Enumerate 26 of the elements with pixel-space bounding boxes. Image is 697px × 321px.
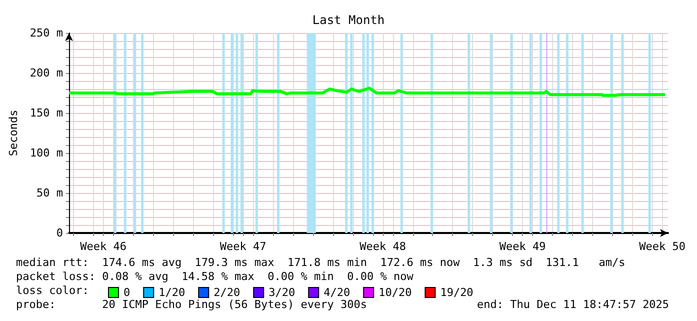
y-axis-title: Seconds: [7, 110, 20, 156]
chart-title: Last Month: [312, 13, 385, 27]
legend-label: 1/20: [158, 286, 186, 299]
x-tick-label: Week 49: [499, 240, 546, 253]
legend-label: 19/20: [440, 286, 474, 299]
y-tick-label: 250 m: [30, 26, 64, 40]
y-tick-label: 50 m: [36, 186, 64, 200]
legend-label: 4/20: [324, 286, 350, 299]
text: probe: 20 ICMP Echo Pings (56 Bytes) every 300s: [16, 298, 367, 311]
legend-label: 3/20: [268, 286, 296, 299]
legend-title: loss color:: [16, 284, 89, 297]
x-tick-label: Week 47: [220, 240, 266, 253]
x-tick-label: Week 50: [639, 240, 686, 253]
y-tick-label: 100 m: [30, 146, 64, 160]
text: packet loss: 0.08 % avg 14.58 % max 0.00 % min 0.00 % now: [16, 270, 414, 283]
legend-label: 10/20: [378, 286, 412, 299]
x-tick-label: Week 48: [360, 240, 406, 253]
y-tick-label: 200 m: [30, 66, 64, 80]
legend-label: 0: [124, 286, 130, 299]
text: end: Thu Dec 11 18:47:57 2025: [477, 298, 670, 311]
x-tick-label: Week 46: [80, 240, 126, 253]
y-tick-label: 150 m: [30, 106, 64, 120]
legend-label: 2/20: [214, 286, 240, 299]
line-series: [68, 86, 667, 97]
text: median rtt: 174.6 ms avg 179.3 ms max 171.8 ms min 172.6 ms now 1.3 ms sd 131.1 am/s: [16, 256, 626, 269]
y-tick-label: 0: [56, 226, 64, 240]
